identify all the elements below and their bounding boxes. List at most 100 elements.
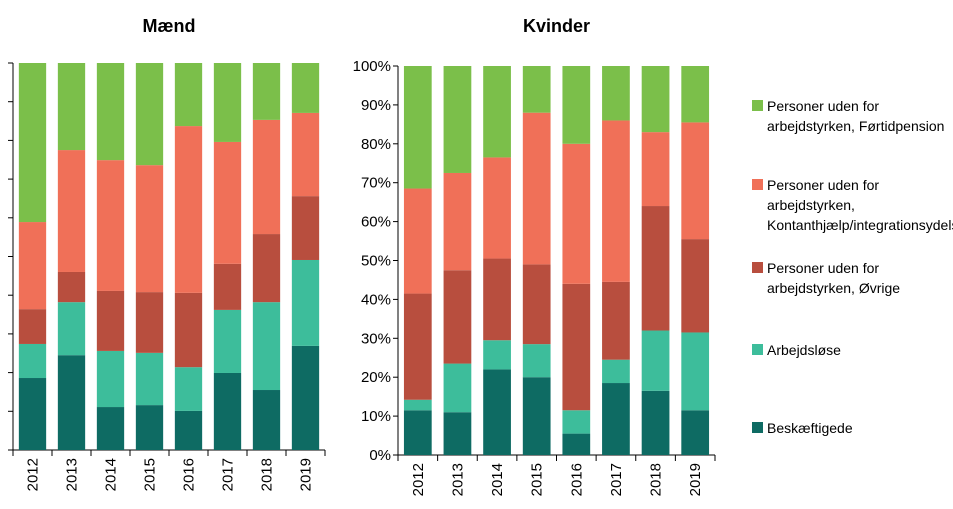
bar-segment — [174, 63, 203, 127]
x-tick-label: 2019 — [298, 458, 315, 491]
x-tick-label: 2013 — [449, 463, 466, 496]
bar-segment — [291, 259, 320, 346]
bar-segment — [602, 383, 630, 455]
bar-segment — [96, 160, 125, 291]
bar-segment — [522, 344, 551, 378]
bar-segment — [291, 112, 320, 197]
legend-swatch — [752, 262, 763, 273]
y-tick-label: 20% — [361, 369, 391, 386]
bar-segment — [443, 363, 472, 413]
bar-segment — [562, 283, 591, 411]
bar-segment — [403, 293, 432, 400]
bar-segment — [252, 302, 281, 391]
bar-segment — [213, 263, 242, 310]
bar-segment — [174, 367, 203, 411]
x-tick-label: 2015 — [529, 463, 546, 496]
bar-segment — [403, 399, 432, 411]
bar-segment — [443, 172, 472, 271]
x-tick-label: 2012 — [410, 463, 427, 496]
bar-segment — [641, 330, 670, 391]
bar-segment — [522, 112, 551, 265]
x-tick-label: 2016 — [181, 458, 198, 491]
x-tick-label: 2018 — [648, 463, 665, 496]
bar-segment — [522, 264, 551, 345]
bar-segment — [681, 122, 710, 240]
bar-segment — [291, 345, 320, 450]
x-tick-label: 2013 — [64, 458, 81, 491]
bar-segment — [641, 132, 670, 207]
x-tick-label: 2014 — [489, 463, 506, 496]
bar-segment — [443, 270, 472, 364]
bar-segment — [213, 309, 242, 373]
bar-segment — [681, 332, 710, 411]
legend-swatch — [752, 422, 763, 433]
legend-item: Personer uden for arbejdstyrken, Øvrige — [752, 258, 952, 298]
bar-segment — [403, 66, 432, 189]
y-tick-label: 90% — [361, 97, 391, 114]
bar-segment — [135, 352, 164, 406]
legend-item: Beskæftigede — [752, 418, 952, 438]
bar-segment — [483, 157, 511, 259]
bar-segment — [57, 302, 86, 356]
legend-item: Personer uden for arbejdstyrken, Førtidp… — [752, 96, 952, 136]
bar-segment — [18, 63, 47, 223]
bar-segment — [174, 126, 203, 293]
bar-segment — [96, 63, 125, 161]
bar-segment — [135, 405, 164, 450]
x-tick-label: 2019 — [687, 463, 704, 496]
bar-segment — [96, 290, 125, 351]
y-tick-label: 60% — [361, 214, 391, 231]
y-tick-label: 10% — [361, 408, 391, 425]
chart-title: Kvinder — [523, 16, 590, 36]
bar-segment — [483, 258, 511, 341]
y-tick-label: 0% — [369, 447, 391, 464]
legend-item: Arbejdsløse — [752, 340, 952, 360]
bar-segment — [57, 150, 86, 272]
bar-segment — [57, 271, 86, 303]
bar-segment — [174, 292, 203, 368]
bar-segment — [641, 390, 670, 455]
x-tick-label: 2016 — [568, 463, 585, 496]
legend-swatch — [752, 100, 763, 111]
x-tick-label: 2014 — [103, 458, 120, 491]
bar-segment — [18, 222, 47, 310]
bar-segment — [291, 63, 320, 113]
bar-segment — [96, 350, 125, 408]
bar-segment — [681, 239, 710, 333]
y-tick-label: 50% — [361, 253, 391, 270]
legend-label: Personer uden for arbejdstyrken, Kontant… — [767, 177, 953, 233]
bar-segment — [403, 188, 432, 294]
bar-segment — [252, 119, 281, 235]
y-tick-label: 100% — [353, 58, 391, 75]
bar-segment — [641, 66, 670, 133]
legend-label: Beskæftigede — [767, 420, 853, 436]
bar-segment — [562, 433, 591, 455]
legend-swatch — [752, 344, 763, 355]
x-tick-label: 2012 — [25, 458, 42, 491]
bar-segment — [483, 66, 511, 158]
bar-segment — [602, 120, 630, 282]
y-tick-label: 40% — [361, 291, 391, 308]
bar-segment — [135, 165, 164, 293]
bar-segment — [602, 359, 630, 384]
legend-label: Personer uden for arbejdstyrken, Øvrige — [767, 260, 901, 296]
bar-segment — [681, 66, 710, 123]
bar-segment — [681, 410, 710, 455]
bar-segment — [57, 63, 86, 151]
bar-segment — [562, 66, 591, 144]
bar-segment — [443, 412, 472, 455]
legend-label: Arbejdsløse — [767, 342, 841, 358]
bar-segment — [213, 63, 242, 142]
bar-segment — [174, 410, 203, 450]
bar-segment — [213, 372, 242, 450]
bar-segment — [135, 63, 164, 166]
bar-segment — [57, 355, 86, 450]
bar-segment — [252, 63, 281, 120]
bar-segment — [522, 377, 551, 455]
x-tick-label: 2017 — [608, 463, 625, 496]
bar-segment — [135, 292, 164, 353]
bar-segment — [96, 407, 125, 450]
bar-segment — [18, 309, 47, 344]
